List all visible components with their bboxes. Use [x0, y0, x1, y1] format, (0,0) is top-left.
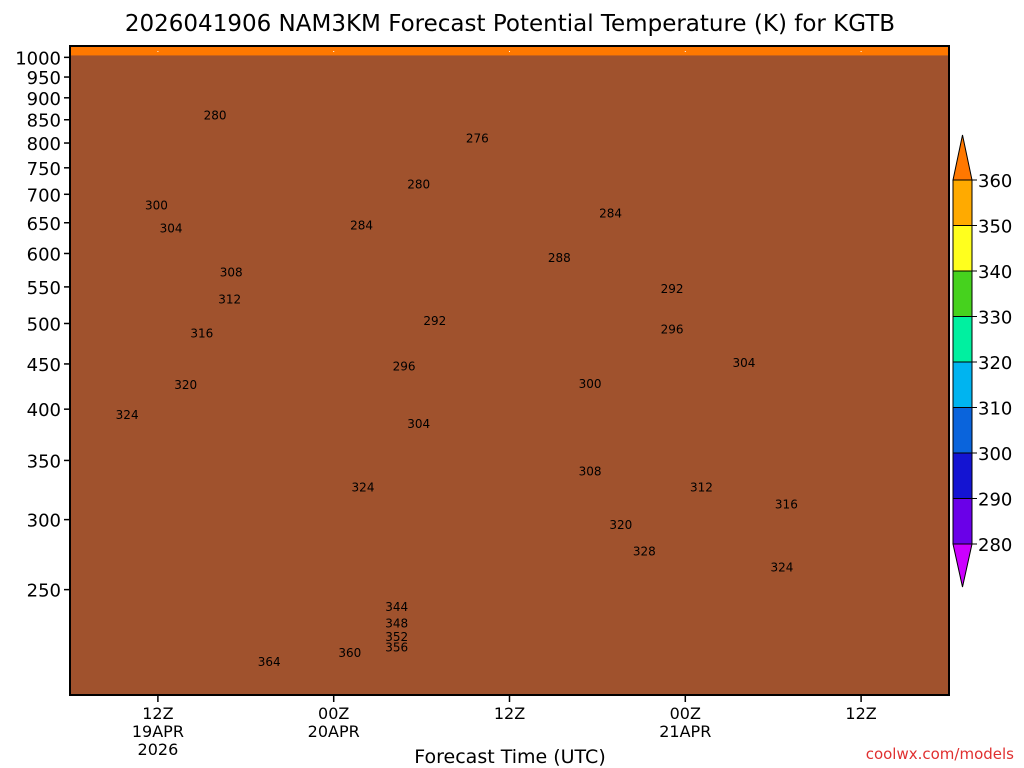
contour-label-280: 280	[407, 178, 430, 192]
y-tick-label-400: 400	[27, 400, 61, 421]
y-tick-label-900: 900	[27, 89, 61, 110]
y-tick-label-600: 600	[27, 244, 61, 265]
colorbar-label-300: 300	[978, 444, 1012, 465]
x-tick-label-18-1: 20APR	[308, 722, 360, 741]
x-tick-label-30-0: 12Z	[494, 704, 525, 723]
contour-label-320: 320	[609, 518, 632, 532]
y-tick-label-650: 650	[27, 214, 61, 235]
contour-label-352: 352	[385, 630, 408, 644]
y-tick-label-450: 450	[27, 355, 61, 376]
x-tick-label-54-0: 12Z	[845, 704, 876, 723]
contour-label-296: 296	[393, 360, 416, 374]
color-scale-legend: 360 350 340 330 320 310 300 290 280	[952, 134, 1012, 588]
y-tick-label-850: 850	[27, 111, 61, 132]
contour-label-284: 284	[599, 206, 622, 220]
y-tick-label-500: 500	[27, 314, 61, 335]
contour-label-324: 324	[352, 481, 375, 495]
contour-label-312: 312	[218, 293, 241, 307]
colorbar-arrow-low	[952, 543, 973, 588]
colorbar-swatch-330	[952, 270, 973, 317]
y-tick-label-950: 950	[27, 68, 61, 89]
contour-label-324: 324	[771, 560, 794, 574]
y-tick-label-700: 700	[27, 185, 61, 206]
contour-label-284: 284	[350, 219, 373, 233]
x-tick-label-18-0: 00Z	[318, 704, 349, 723]
contour-label-300: 300	[579, 377, 602, 391]
surface-ground	[70, 55, 949, 695]
colorbar-swatch-310	[952, 361, 973, 408]
y-tick-label-750: 750	[27, 159, 61, 180]
colorbar-label-310: 310	[978, 399, 1012, 420]
colorbar-arrow-high	[952, 134, 973, 181]
contour-label-304: 304	[160, 222, 183, 236]
colorbar-swatch-290	[952, 452, 973, 499]
colorbar-swatch-340	[952, 225, 973, 272]
contour-label-280: 280	[204, 108, 227, 122]
colorbar-label-340: 340	[978, 262, 1012, 283]
colorbar-label-360: 360	[978, 171, 1012, 192]
contour-label-316: 316	[190, 327, 213, 341]
colorbar-label-320: 320	[978, 353, 1012, 374]
contour-label-296: 296	[661, 323, 684, 337]
contour-label-328: 328	[633, 545, 656, 559]
x-tick-label-6-2: 2026	[138, 740, 179, 759]
contour-label-288: 288	[548, 251, 571, 265]
contour-label-364: 364	[258, 655, 281, 669]
x-tick-label-42-0: 00Z	[670, 704, 701, 723]
colorbar-swatch-320	[952, 316, 973, 363]
y-tick-label-1000: 1000	[15, 48, 61, 69]
x-tick-label-6-1: 19APR	[132, 722, 184, 741]
contour-label-344: 344	[385, 600, 408, 614]
contour-label-276: 276	[466, 131, 489, 145]
colorbar-swatch-280	[952, 498, 973, 545]
contour-label-316: 316	[775, 498, 798, 512]
x-axis-title: Forecast Time (UTC)	[414, 746, 605, 768]
chart-title: 2026041906 NAM3KM Forecast Potential Tem…	[125, 11, 895, 37]
contour-label-292: 292	[661, 282, 684, 296]
contour-label-360: 360	[338, 646, 361, 660]
contour-label-292: 292	[423, 314, 446, 328]
colorbar-label-350: 350	[978, 217, 1012, 238]
y-tick-label-800: 800	[27, 134, 61, 155]
contour-label-304: 304	[407, 417, 430, 431]
colorbar-label-280: 280	[978, 535, 1012, 556]
y-tick-label-350: 350	[27, 451, 61, 472]
x-tick-label-42-1: 21APR	[659, 722, 711, 741]
colorbar-label-330: 330	[978, 308, 1012, 329]
x-tick-label-6-0: 12Z	[142, 704, 173, 723]
colorbar-swatch-350	[952, 179, 973, 226]
credit-text: coolwx.com/models	[866, 745, 1014, 763]
contour-label-324: 324	[116, 408, 139, 422]
contour-label-356: 356	[385, 641, 408, 655]
y-tick-label-250: 250	[27, 581, 61, 602]
contour-label-308: 308	[579, 465, 602, 479]
contour-label-348: 348	[385, 616, 408, 630]
contour-label-300: 300	[145, 198, 168, 212]
y-tick-label-300: 300	[27, 511, 61, 532]
contour-label-304: 304	[732, 356, 755, 370]
colorbar-swatch-300	[952, 407, 973, 454]
colorbar-label-290: 290	[978, 490, 1012, 511]
contour-label-320: 320	[174, 378, 197, 392]
y-tick-label-550: 550	[27, 278, 61, 299]
contour-label-312: 312	[690, 481, 713, 495]
contour-label-308: 308	[220, 266, 243, 280]
